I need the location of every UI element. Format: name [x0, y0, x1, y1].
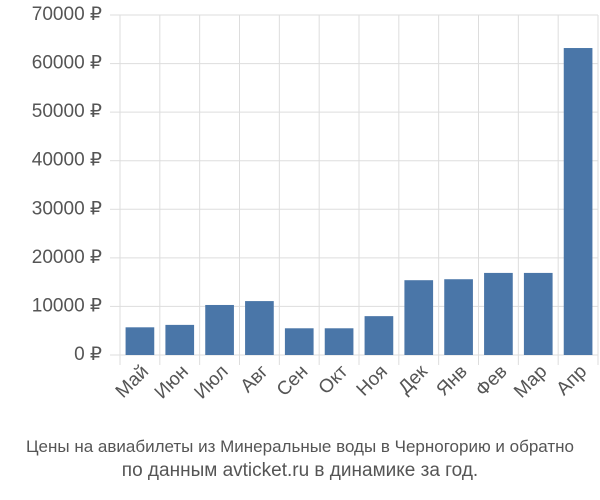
bar	[563, 48, 593, 356]
x-tick-label: Дек	[395, 361, 433, 399]
x-tick-label: Ноя	[353, 361, 392, 400]
y-tick-label: 40000 ₽	[32, 150, 102, 171]
chart-subtitle: по данным avticket.ru в динамике за год.	[122, 460, 478, 481]
x-tick-label: Мар	[510, 361, 551, 402]
x-tick-label: Окт	[315, 361, 353, 399]
bar	[125, 327, 155, 355]
x-tick-label: Апр	[553, 361, 592, 400]
bar	[523, 272, 553, 355]
x-tick-label: Май	[112, 361, 153, 402]
bar	[205, 304, 234, 355]
y-tick-label: 30000 ₽	[32, 198, 102, 219]
bar	[245, 301, 274, 355]
y-tick-label: 20000 ₽	[32, 247, 102, 268]
x-tick-label: Июл	[191, 361, 233, 403]
bar	[404, 280, 434, 355]
y-tick-label: 10000 ₽	[32, 295, 102, 316]
bar	[364, 316, 394, 355]
y-tick-label: 0 ₽	[74, 344, 102, 365]
x-tick-label: Сен	[273, 361, 312, 400]
x-tick-label: Фев	[472, 361, 512, 401]
x-tick-label: Янв	[433, 361, 472, 400]
chart-title: Цены на авиабилеты из Минеральные воды в…	[26, 437, 574, 456]
bar	[484, 272, 513, 355]
y-tick-label: 50000 ₽	[32, 101, 102, 122]
bar	[324, 328, 354, 355]
bar	[444, 279, 473, 355]
bar	[165, 324, 195, 355]
x-tick-label: Авг	[237, 361, 273, 397]
y-tick-label: 70000 ₽	[32, 4, 102, 25]
x-tick-label: Июн	[151, 361, 193, 403]
bar	[284, 328, 314, 355]
y-tick-label: 60000 ₽	[32, 53, 102, 74]
